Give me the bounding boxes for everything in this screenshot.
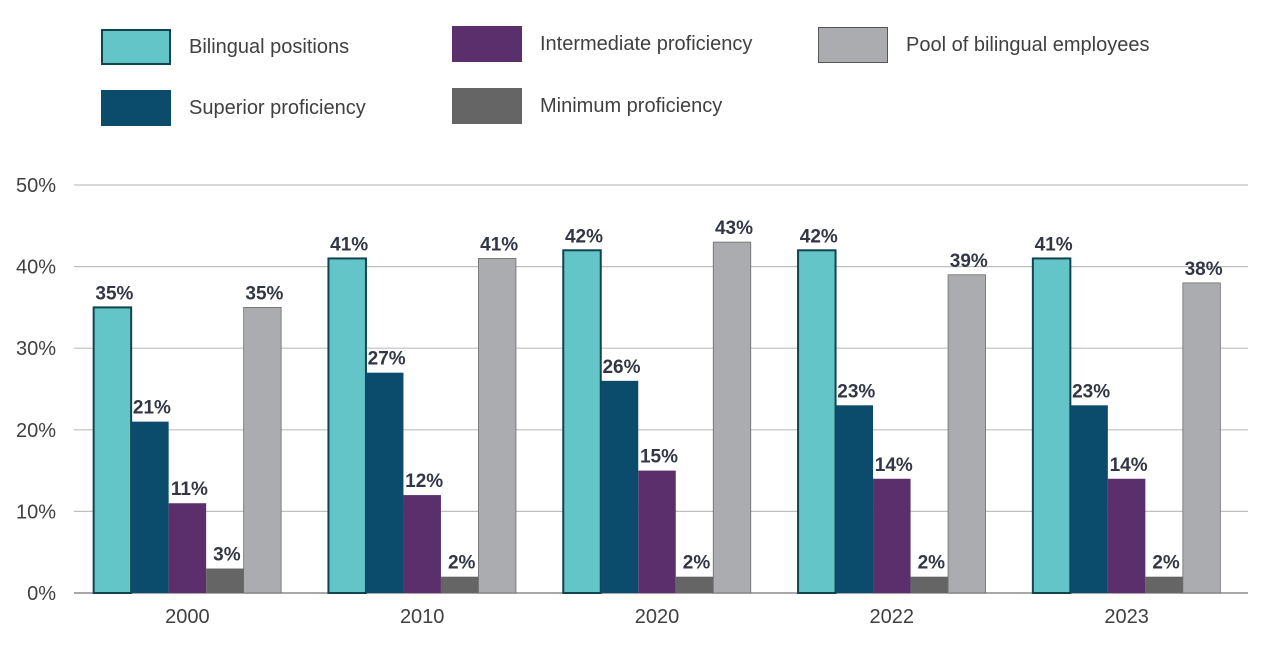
bar-minimum-proficiency-2023 [1145, 576, 1183, 593]
bar-pool-of-bilingual-employees-2022 [947, 274, 986, 594]
legend-item-bilingual-positions: Bilingual positions [101, 29, 349, 65]
y-tick-label: 0% [27, 583, 56, 605]
legend-swatch-bilingual-positions [101, 29, 171, 65]
data-label: 27% [368, 349, 406, 370]
legend-label-minimum-proficiency: Minimum proficiency [540, 94, 723, 117]
y-tick-label: 40% [16, 257, 56, 279]
bar-bilingual-positions-2010 [327, 257, 367, 594]
data-label: 23% [837, 381, 875, 402]
data-label: 39% [950, 251, 988, 272]
data-label: 15% [640, 447, 678, 468]
bar-bilingual-positions-2022 [797, 249, 837, 594]
legend-swatch-minimum-proficiency [452, 88, 522, 124]
data-label: 35% [245, 283, 283, 304]
bar-pool-of-bilingual-employees-2023 [1182, 282, 1221, 594]
bar-superior-proficiency-2000 [131, 421, 169, 593]
legend-label-superior-proficiency: Superior proficiency [189, 96, 366, 119]
data-label: 43% [715, 218, 753, 239]
x-tick-label: 2020 [635, 606, 680, 628]
data-label: 11% [171, 479, 208, 500]
legend-swatch-pool-of-bilingual-employees [818, 27, 888, 63]
y-tick-label: 50% [16, 175, 56, 197]
legend-item-pool-of-bilingual-employees: Pool of bilingual employees [818, 27, 1150, 63]
x-tick-label: 2000 [165, 606, 210, 628]
bar-intermediate-proficiency-2000 [168, 503, 207, 593]
legend-label-bilingual-positions: Bilingual positions [189, 35, 350, 58]
y-tick-label: 10% [16, 501, 56, 523]
data-label: 14% [1110, 455, 1148, 476]
data-label: 26% [602, 357, 640, 378]
bar-superior-proficiency-2010 [365, 372, 404, 593]
legend-item-minimum-proficiency: Minimum proficiency [452, 88, 722, 124]
bar-minimum-proficiency-2022 [910, 576, 949, 593]
y-tick-label: 20% [16, 420, 56, 442]
data-label: 2% [918, 553, 946, 574]
bar-intermediate-proficiency-2022 [873, 478, 911, 593]
legend-item-superior-proficiency: Superior proficiency [101, 90, 366, 126]
bar-superior-proficiency-2023 [1070, 405, 1108, 593]
data-label: 41% [480, 234, 518, 255]
bar-intermediate-proficiency-2020 [638, 470, 676, 593]
bar-bilingual-positions-2023 [1031, 257, 1072, 594]
data-label: 3% [213, 545, 241, 566]
bar-bilingual-positions-2000 [92, 306, 133, 594]
data-label: 23% [1072, 381, 1110, 402]
legend-swatch-intermediate-proficiency [452, 26, 522, 62]
legend-item-intermediate-proficiency: Intermediate proficiency [452, 26, 752, 62]
data-label: 2% [1152, 553, 1180, 574]
bar-superior-proficiency-2020 [600, 380, 639, 593]
legend-swatch-superior-proficiency [101, 90, 171, 126]
bar-pool-of-bilingual-employees-2000 [243, 306, 282, 594]
data-label: 35% [95, 283, 133, 304]
data-label: 41% [330, 234, 368, 255]
bar-minimum-proficiency-2010 [440, 576, 479, 593]
bar-pool-of-bilingual-employees-2020 [712, 241, 752, 594]
data-label: 2% [683, 553, 711, 574]
x-tick-label: 2023 [1104, 606, 1149, 628]
bar-minimum-proficiency-2000 [206, 568, 244, 593]
data-label: 12% [405, 471, 443, 492]
data-label: 21% [133, 398, 171, 419]
y-tick-label: 30% [16, 338, 56, 360]
legend-label-pool-of-bilingual-employees: Pool of bilingual employees [906, 33, 1150, 56]
data-label: 41% [1035, 234, 1073, 255]
bar-pool-of-bilingual-employees-2010 [478, 258, 517, 594]
bar-minimum-proficiency-2020 [675, 576, 714, 593]
legend-label-intermediate-proficiency: Intermediate proficiency [540, 32, 753, 55]
bar-superior-proficiency-2022 [835, 405, 874, 593]
bar-intermediate-proficiency-2023 [1107, 478, 1146, 593]
x-tick-label: 2022 [870, 606, 915, 628]
data-label: 2% [448, 553, 476, 574]
bar-intermediate-proficiency-2010 [403, 495, 441, 593]
data-label: 14% [875, 455, 913, 476]
chart-legend: Bilingual positions Superior proficiency… [0, 0, 1275, 140]
data-label: 38% [1185, 259, 1223, 280]
data-label: 42% [565, 226, 603, 247]
data-label: 42% [800, 226, 838, 247]
x-tick-label: 2010 [400, 606, 445, 628]
bar-bilingual-positions-2020 [562, 249, 602, 594]
